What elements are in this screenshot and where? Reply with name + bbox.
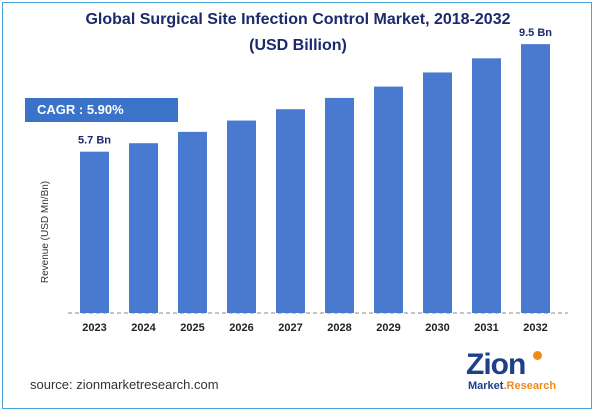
x-tick-label: 2030	[425, 322, 449, 334]
x-tick-label: 2032	[523, 322, 547, 334]
bar-2028	[325, 97, 354, 313]
x-tick-label: 2026	[229, 322, 253, 334]
bar-2031	[472, 58, 501, 313]
data-label: 5.7 Bn	[78, 135, 111, 147]
bar-2025	[178, 131, 207, 313]
x-tick-label: 2031	[474, 322, 498, 334]
chart-title: Global Surgical Site Infection Control M…	[85, 11, 511, 28]
zion-logo: Zion Market.Research	[460, 348, 575, 405]
bar-2030	[423, 72, 452, 313]
bar-2024	[129, 143, 158, 313]
chart-subtitle: (USD Billion)	[249, 37, 347, 54]
data-label: 9.5 Bn	[519, 27, 552, 39]
bar-2023	[80, 151, 109, 313]
cagr-badge: CAGR : 5.90%	[25, 98, 178, 122]
x-tick-label: 2024	[131, 322, 156, 334]
logo-subtitle: Market.Research	[468, 380, 557, 392]
x-tick-label: 2029	[376, 322, 400, 334]
x-tick-label: 2025	[180, 322, 204, 334]
logo-brand: Zion	[466, 348, 526, 381]
bar-2026	[227, 120, 256, 313]
bar-2027	[276, 109, 305, 314]
y-axis-label: Revenue (USD Mn/Bn)	[40, 181, 51, 283]
bar-2032	[521, 44, 550, 314]
source-text: source: zionmarketresearch.com	[30, 377, 219, 392]
logo-dot-icon	[533, 351, 542, 360]
x-tick-label: 2023	[82, 322, 106, 334]
x-tick-label: 2027	[278, 322, 302, 334]
bar-2029	[374, 86, 403, 313]
x-tick-label: 2028	[327, 322, 351, 334]
